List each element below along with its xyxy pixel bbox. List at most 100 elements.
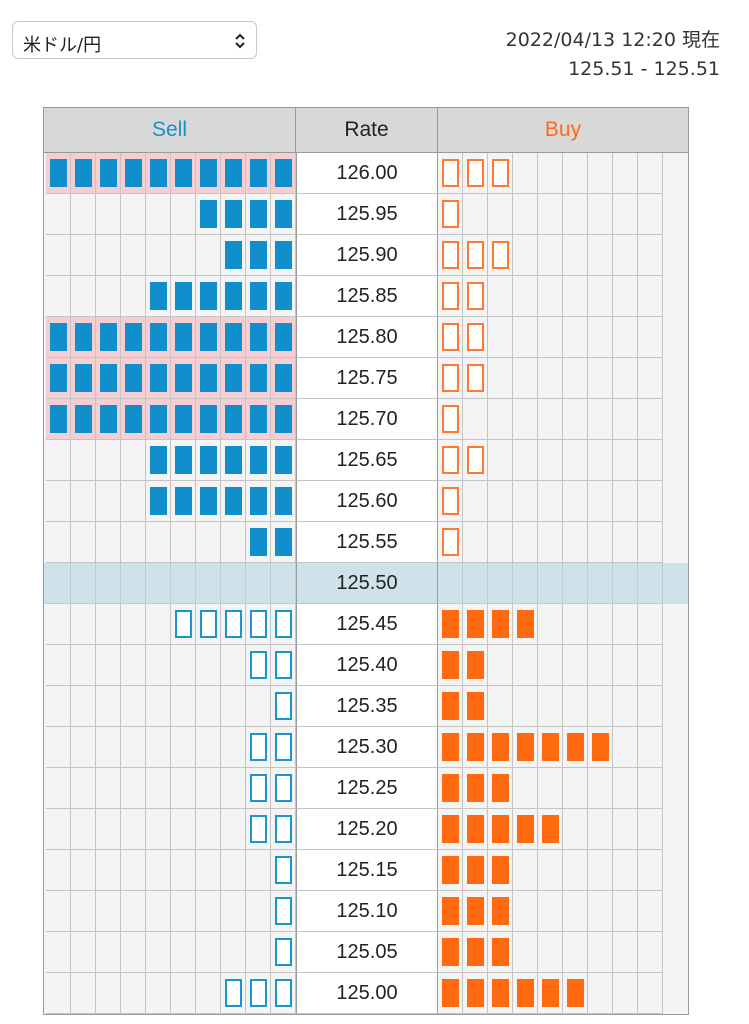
sell-order-block	[200, 364, 217, 392]
buy-cell	[488, 850, 513, 891]
buy-cell	[463, 522, 488, 563]
sell-cell	[171, 153, 196, 194]
sell-order-block	[175, 446, 192, 474]
sell-order-block	[150, 446, 167, 474]
sell-cell	[221, 194, 246, 235]
buy-cell	[513, 399, 538, 440]
sell-order-block	[75, 159, 92, 187]
order-row: 125.45	[44, 604, 688, 645]
sell-cell	[221, 727, 246, 768]
rate-value: 125.80	[296, 317, 438, 358]
buy-cell	[563, 440, 588, 481]
sell-cell	[121, 645, 146, 686]
rate-value: 125.35	[296, 686, 438, 727]
buy-cell	[513, 932, 538, 973]
sell-cell	[96, 522, 121, 563]
sell-order-block	[200, 159, 217, 187]
buy-order-block	[492, 897, 509, 925]
buy-order-block	[567, 979, 584, 1007]
sell-cell	[96, 563, 121, 604]
sell-cell	[246, 153, 271, 194]
buy-order-block	[542, 979, 559, 1007]
buy-order-block	[467, 856, 484, 884]
buy-cell	[613, 686, 638, 727]
buy-cell	[563, 932, 588, 973]
sell-cell	[146, 932, 171, 973]
buy-order-block	[592, 733, 609, 761]
sell-order-block	[200, 323, 217, 351]
sell-cell	[271, 604, 296, 645]
sell-cell	[171, 604, 196, 645]
buy-order-block	[492, 938, 509, 966]
buy-cell	[438, 317, 463, 358]
timestamp: 2022/04/13 12:20 現在	[505, 29, 720, 51]
buy-cell	[438, 891, 463, 932]
buy-cell	[588, 809, 613, 850]
sell-cell	[146, 645, 171, 686]
sell-cell	[96, 768, 121, 809]
buy-order-block	[442, 815, 459, 843]
sell-cell	[196, 481, 221, 522]
buy-cell	[638, 358, 663, 399]
sell-cell	[221, 481, 246, 522]
buy-cell	[438, 194, 463, 235]
buy-cell	[613, 153, 638, 194]
buy-order-block	[442, 241, 459, 269]
sell-cell	[221, 399, 246, 440]
buy-order-block	[442, 856, 459, 884]
buy-cell	[463, 194, 488, 235]
chevron-up-down-icon	[235, 33, 245, 49]
buy-order-block	[467, 897, 484, 925]
sell-order-block	[250, 733, 267, 761]
buy-cell	[638, 522, 663, 563]
sell-cell	[96, 399, 121, 440]
sell-cell	[196, 604, 221, 645]
sell-cell	[96, 932, 121, 973]
sell-cell	[171, 563, 196, 604]
sell-order-block	[200, 487, 217, 515]
sell-cell	[221, 563, 246, 604]
sell-order-block	[150, 282, 167, 310]
buy-cell	[513, 153, 538, 194]
sell-order-block	[150, 487, 167, 515]
buy-cell	[463, 973, 488, 1014]
buy-cell	[588, 563, 613, 604]
sell-cell	[96, 440, 121, 481]
buy-cell	[538, 358, 563, 399]
buy-cell	[588, 399, 613, 440]
sell-cell	[271, 686, 296, 727]
sell-cell	[71, 358, 96, 399]
sell-order-block	[125, 405, 142, 433]
sell-order-block	[250, 651, 267, 679]
buy-cell	[513, 317, 538, 358]
sell-cell	[246, 604, 271, 645]
order-row: 125.55	[44, 522, 688, 563]
sell-cell	[46, 727, 71, 768]
sell-cell	[46, 440, 71, 481]
buy-cell	[613, 317, 638, 358]
buy-cell	[488, 768, 513, 809]
buy-cell	[638, 850, 663, 891]
buy-cell	[613, 440, 638, 481]
sell-order-block	[225, 241, 242, 269]
order-row: 125.10	[44, 891, 688, 932]
buy-column-header: Buy	[438, 108, 688, 153]
sell-order-block	[275, 528, 292, 556]
sell-cell	[46, 522, 71, 563]
buy-cell	[463, 399, 488, 440]
sell-cell	[146, 399, 171, 440]
rate-value: 125.65	[296, 440, 438, 481]
order-row: 125.90	[44, 235, 688, 276]
currency-pair-select[interactable]: 米ドル/円	[12, 21, 257, 59]
buy-cell	[538, 809, 563, 850]
rate-value: 126.00	[296, 153, 438, 194]
sell-cell	[271, 153, 296, 194]
sell-order-block	[275, 200, 292, 228]
sell-cell	[71, 481, 96, 522]
buy-cell	[488, 194, 513, 235]
sell-order-block	[250, 487, 267, 515]
sell-order-block	[50, 364, 67, 392]
sell-cell	[96, 358, 121, 399]
sell-cell	[246, 481, 271, 522]
sell-order-block	[275, 774, 292, 802]
